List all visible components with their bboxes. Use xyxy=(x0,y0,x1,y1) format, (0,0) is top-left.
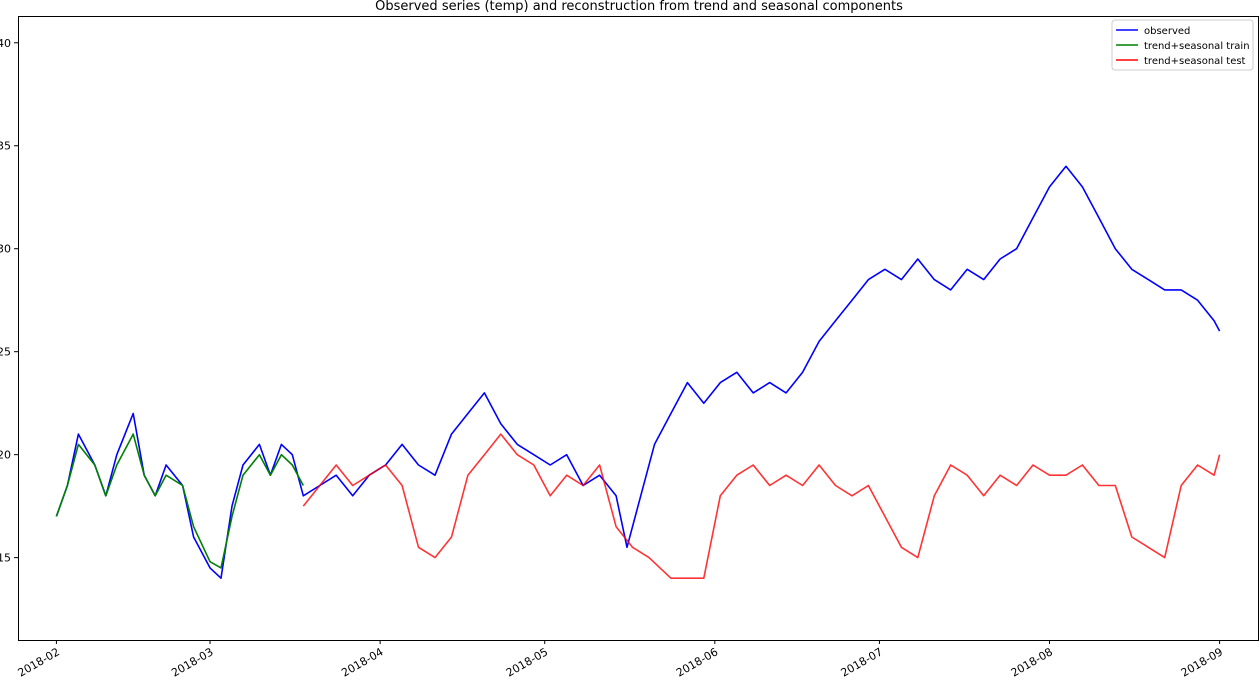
legend-box xyxy=(1111,19,1254,71)
y-tick-label-3: 25 xyxy=(0,346,11,359)
x-tick-label-4: 2018-05 xyxy=(504,645,550,677)
legend: observed trend+seasonal train trend+season… xyxy=(1111,19,1254,71)
x-tick-label-5: 2018-06 xyxy=(674,645,720,677)
x-tick-label-8: 2018-09 xyxy=(1179,645,1225,677)
x-tick-label-7: 2018-08 xyxy=(1009,645,1055,677)
y-tick-label-1: 15 xyxy=(0,552,11,565)
y-axis: 15 20 25 30 35 40 xyxy=(0,37,18,565)
series-line-3 xyxy=(302,433,1221,580)
x-axis: 2018-02 2018-03 2018-04 2018-05 2018-06 2018-… xyxy=(16,640,1225,680)
x-tick-label-2: 2018-03 xyxy=(169,645,215,677)
y-tick-label-2: 20 xyxy=(0,449,11,462)
legend-label-3: trend+seasonal test xyxy=(1144,56,1246,67)
x-tick-label-6: 2018-07 xyxy=(839,645,885,677)
x-tick-label-3: 2018-04 xyxy=(339,645,385,677)
y-tick-label-5: 35 xyxy=(0,140,11,153)
series-line-2 xyxy=(55,433,305,569)
legend-label-2: trend+seasonal train xyxy=(1144,41,1250,52)
series-line-1 xyxy=(55,165,1221,580)
x-tick-label-1: 2018-02 xyxy=(16,645,62,677)
plot-frame xyxy=(18,16,1259,641)
y-tick-label-6: 40 xyxy=(0,37,11,50)
legend-label-1: observed xyxy=(1144,26,1190,37)
y-tick-label-4: 30 xyxy=(0,243,11,256)
series-layer xyxy=(55,165,1221,580)
chart-title: Observed series (temp) and reconstructio… xyxy=(375,0,903,14)
